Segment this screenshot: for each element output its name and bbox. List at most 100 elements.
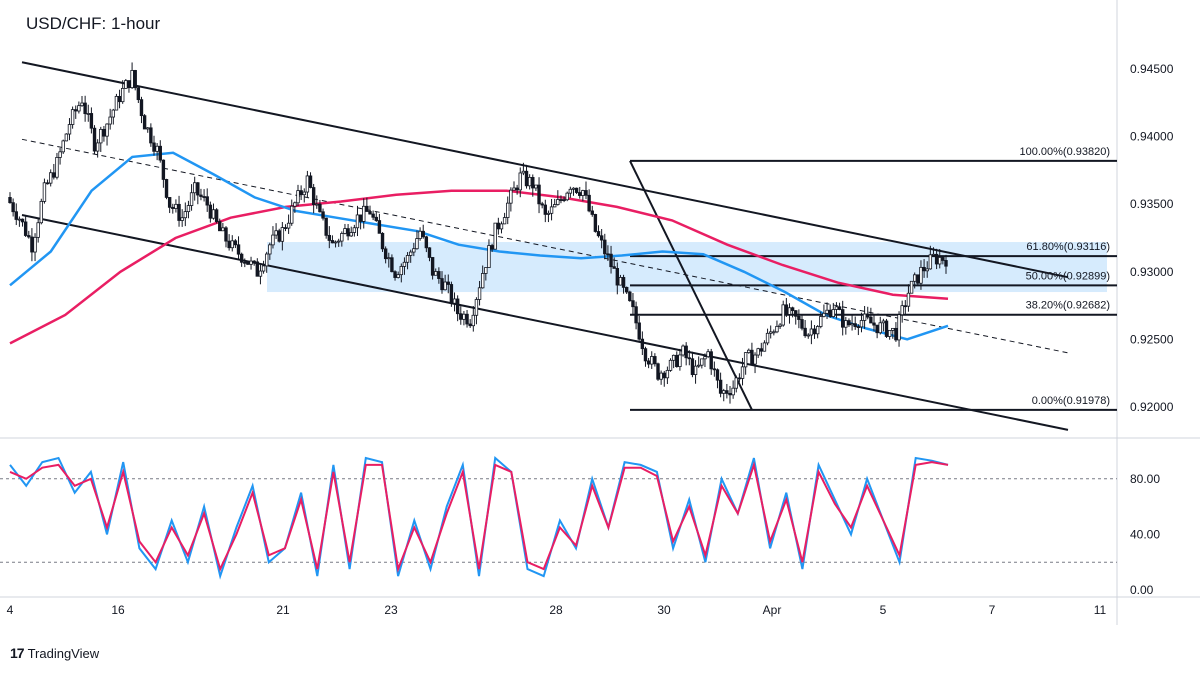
candle-up [706,351,710,358]
candle-up [355,214,360,229]
candle-down [459,313,463,320]
candle-up [747,349,751,354]
candle-down [837,306,842,310]
candle-up [249,260,253,265]
candle-down [214,209,219,222]
candle-down [856,326,861,328]
candle-down [656,363,660,380]
candle-up [474,299,479,316]
candle-up [834,306,839,310]
time-tick-label: 11 [1094,603,1107,617]
candle-down [149,127,153,144]
candle-up [477,287,482,300]
candle-up [931,253,936,256]
candles-group [8,62,948,404]
candle-up [305,175,310,193]
candle-down [803,327,807,337]
candle-up [418,230,422,240]
candle-up [665,369,670,379]
candle-down [853,323,857,327]
candle-down [324,217,328,236]
candle-up [825,309,829,314]
candle-up [809,328,814,336]
time-tick-label: 5 [880,603,887,617]
candle-up [546,212,551,215]
candle-up [408,251,413,256]
candle-down [559,199,563,201]
candle-down [847,320,851,326]
candle-up [819,316,823,327]
candle-down [152,142,156,152]
candle-down [606,253,610,256]
candle-up [919,266,923,284]
candle-up [290,205,294,224]
candle-up [174,203,178,209]
fib-level-label: 61.80%(0.93116) [1026,241,1110,253]
fib-level-label: 0.00%(0.91978) [1032,395,1110,407]
candle-up [556,199,560,205]
candle-up [280,227,285,242]
stoch-tick-label: 0.00 [1130,583,1154,597]
candle-down [543,204,548,215]
candle-down [884,320,889,337]
candle-down [894,327,898,341]
candle-up [618,277,623,286]
stoch-k-line [9,456,949,580]
candle-up [55,157,59,178]
candle-down [628,291,632,302]
candle-up [900,305,904,316]
fib-level-label: 38.20%(0.92682) [1026,300,1110,312]
candle-up [189,192,194,206]
candle-down [828,309,832,317]
candle-down [224,227,228,242]
candle-down [311,187,316,205]
time-tick-label: 4 [7,603,14,617]
candle-up [80,102,84,107]
candle-up [155,145,159,152]
candle-down [640,338,645,350]
candle-up [77,105,81,112]
candle-down [133,70,137,89]
candle-down [662,372,666,379]
candle-up [693,365,698,375]
candle-down [199,194,203,197]
candle-up [502,217,507,225]
candle-down [277,230,281,242]
candle-down [540,203,544,206]
candle-down [164,179,169,198]
candle-down [537,184,541,205]
time-tick-label: 16 [111,603,125,617]
time-tick-label: 21 [276,603,290,617]
candle-up [42,182,47,202]
candle-down [797,315,801,320]
candle-up [743,352,748,368]
candle-down [52,172,56,178]
candle-up [740,366,745,379]
candle-up [731,387,735,396]
brand-name: TradingView [27,645,100,661]
candle-down [421,230,425,238]
candle-down [596,231,601,237]
candle-up [822,312,826,317]
candle-down [634,306,638,324]
candle-up [815,326,820,335]
candle-down [380,232,385,250]
candle-up [39,200,44,224]
candle-up [108,116,112,125]
candle-down [368,211,372,215]
candle-down [584,190,588,196]
candle-down [709,351,713,370]
candle-down [246,261,250,265]
candle-down [737,377,742,380]
candle-down [374,216,378,221]
candle-up [506,202,510,218]
candle-down [578,192,582,196]
candle-down [587,194,591,212]
candle-up [778,324,782,327]
candle-up [387,257,391,260]
candle-up [336,240,341,243]
candle-down [117,95,122,103]
candle-up [568,188,573,194]
candle-up [912,274,917,282]
candle-down [496,222,501,230]
